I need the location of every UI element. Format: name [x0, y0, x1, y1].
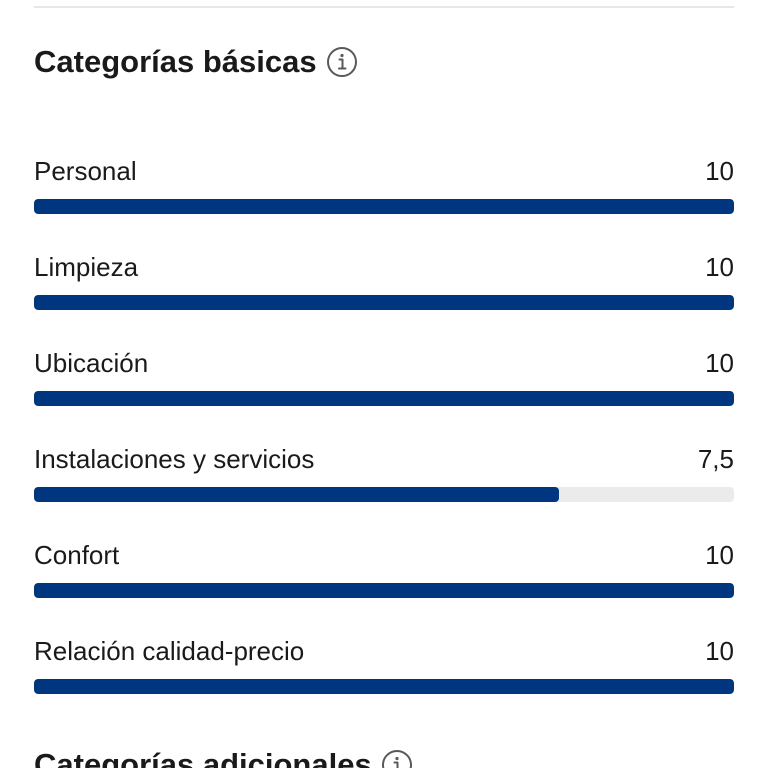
score-bar-track: [34, 583, 734, 598]
category-score: 10: [705, 636, 734, 666]
score-bar-track: [34, 199, 734, 214]
category-ubicacion: Ubicación 10: [34, 348, 734, 408]
category-label: Confort: [34, 540, 120, 570]
score-bar-track: [34, 487, 734, 502]
info-icon[interactable]: [381, 749, 413, 768]
score-bar-fill: [34, 487, 559, 502]
score-bar-track: [34, 679, 734, 694]
basic-categories-title: Categorías básicas: [34, 44, 317, 79]
score-bar-track: [34, 391, 734, 406]
top-divider: [34, 6, 734, 8]
score-bar-track: [34, 295, 734, 310]
category-label: Limpieza: [34, 252, 139, 282]
score-bar-fill: [34, 295, 734, 310]
category-personal: Personal 10: [34, 156, 734, 216]
category-label: Instalaciones y servicios: [34, 444, 315, 474]
category-score: 10: [705, 252, 734, 282]
category-relacion-calidad-precio: Relación calidad-precio 10: [34, 636, 734, 696]
category-score: 10: [705, 540, 734, 570]
category-limpieza: Limpieza 10: [34, 252, 734, 312]
category-instalaciones-y-servicios: Instalaciones y servicios 7,5: [34, 444, 734, 504]
score-bar-fill: [34, 199, 734, 214]
category-label: Personal: [34, 156, 137, 186]
additional-categories-heading: Categorías adicionales: [34, 747, 413, 768]
category-confort: Confort 10: [34, 540, 734, 600]
category-label: Ubicación: [34, 348, 149, 378]
category-label: Relación calidad-precio: [34, 636, 305, 666]
info-icon[interactable]: [326, 46, 358, 78]
basic-categories-heading: Categorías básicas: [34, 44, 358, 80]
category-score: 10: [705, 348, 734, 378]
category-score: 7,5: [697, 444, 734, 474]
score-bar-fill: [34, 583, 734, 598]
score-bar-fill: [34, 391, 734, 406]
category-score: 10: [705, 156, 734, 186]
score-bar-fill: [34, 679, 734, 694]
additional-categories-title: Categorías adicionales: [34, 747, 372, 768]
